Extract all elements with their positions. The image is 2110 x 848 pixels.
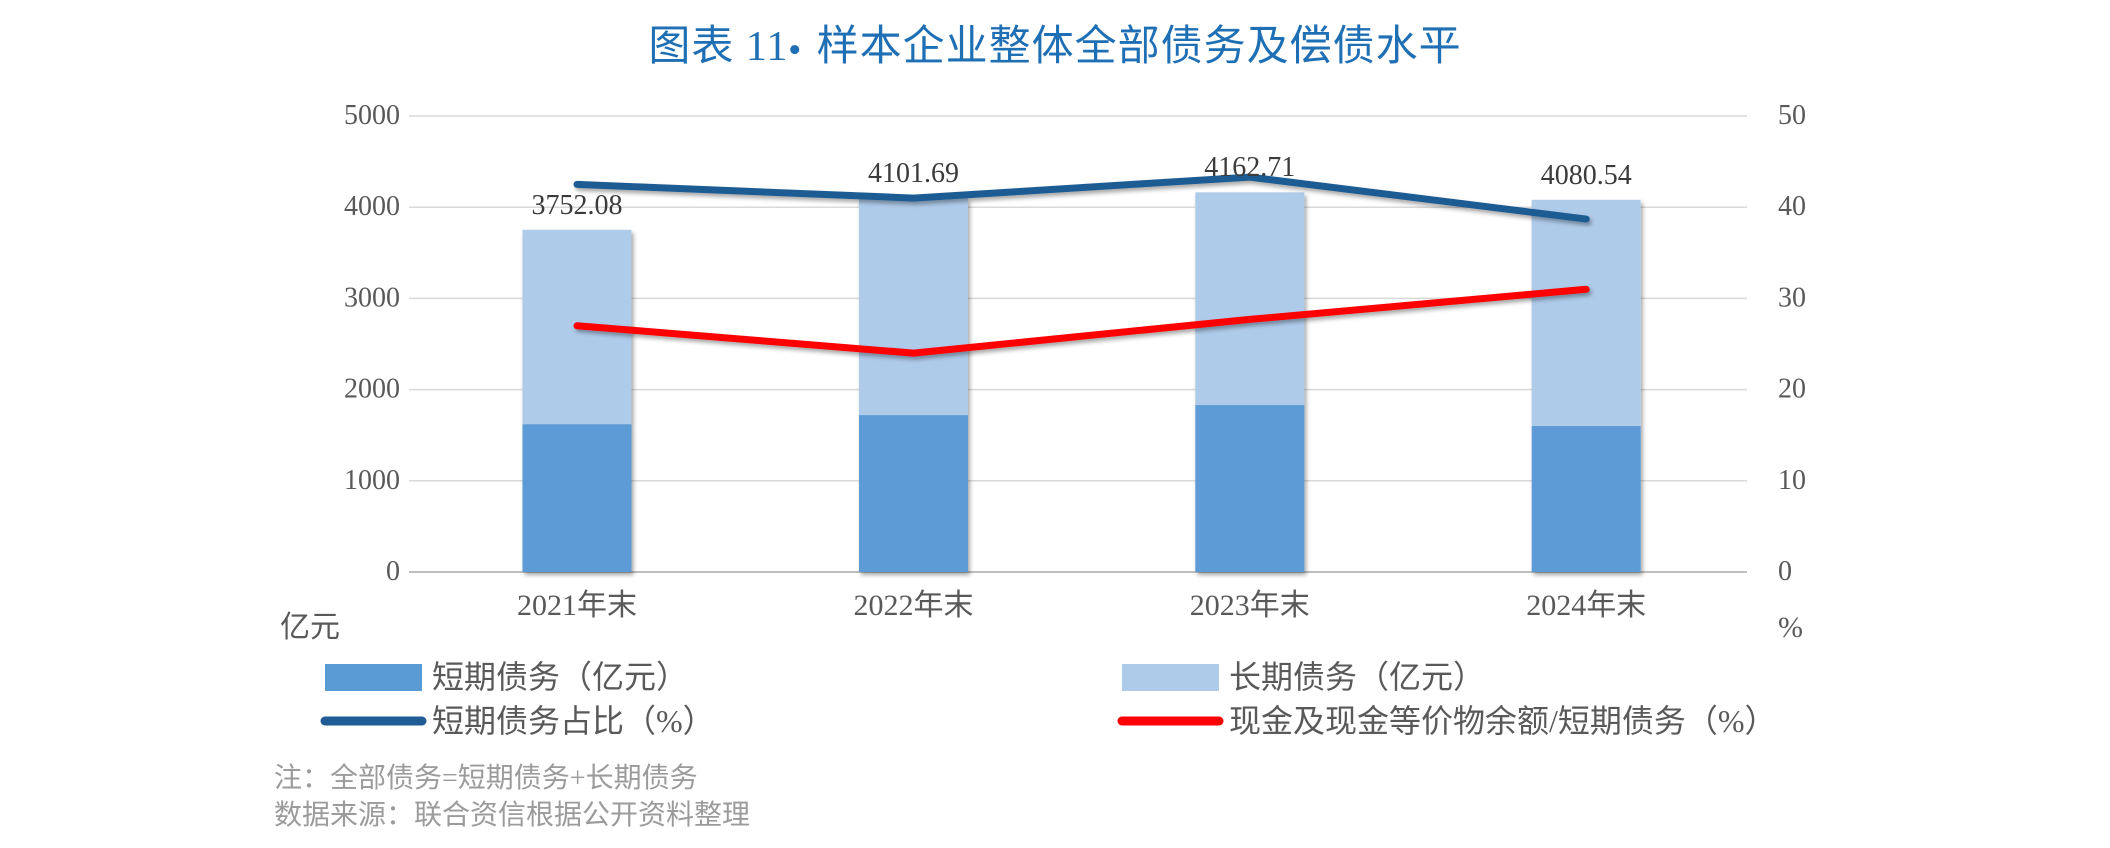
- svg-text:2024年末: 2024年末: [1526, 589, 1646, 622]
- svg-text:10: 10: [1778, 465, 1806, 496]
- svg-text:4101.69: 4101.69: [868, 158, 959, 189]
- svg-text:4000: 4000: [344, 191, 400, 222]
- svg-text:注：全部债务=短期债务+长期债务: 注：全部债务=短期债务+长期债务: [274, 762, 698, 794]
- svg-text:4080.54: 4080.54: [1541, 160, 1632, 191]
- svg-text:3000: 3000: [344, 282, 400, 313]
- svg-text:50: 50: [1778, 100, 1806, 131]
- svg-text:数据来源：联合资信根据公开资料整理: 数据来源：联合资信根据公开资料整理: [274, 799, 750, 831]
- svg-text:0: 0: [386, 556, 400, 587]
- svg-text:亿元: 亿元: [280, 611, 340, 644]
- svg-text:20: 20: [1778, 374, 1806, 405]
- svg-text:2023年末: 2023年末: [1190, 589, 1310, 622]
- svg-text:%: %: [1778, 611, 1803, 644]
- svg-text:4162.71: 4162.71: [1204, 152, 1295, 183]
- svg-text:短期债务（亿元）: 短期债务（亿元）: [432, 659, 688, 695]
- svg-text:现金及现金等价物余额/短期债务（%）: 现金及现金等价物余额/短期债务（%）: [1229, 703, 1777, 739]
- svg-text:0: 0: [1778, 556, 1792, 587]
- svg-text:2022年末: 2022年末: [854, 589, 974, 622]
- svg-text:2021年末: 2021年末: [517, 589, 637, 622]
- svg-text:5000: 5000: [344, 100, 400, 131]
- svg-text:2000: 2000: [344, 374, 400, 405]
- svg-text:长期债务（亿元）: 长期债务（亿元）: [1229, 659, 1485, 695]
- svg-text:1000: 1000: [344, 465, 400, 496]
- svg-text:3752.08: 3752.08: [532, 190, 623, 221]
- svg-text:短期债务占比（%）: 短期债务占比（%）: [432, 703, 715, 739]
- svg-text:40: 40: [1778, 191, 1806, 222]
- svg-text:30: 30: [1778, 282, 1806, 313]
